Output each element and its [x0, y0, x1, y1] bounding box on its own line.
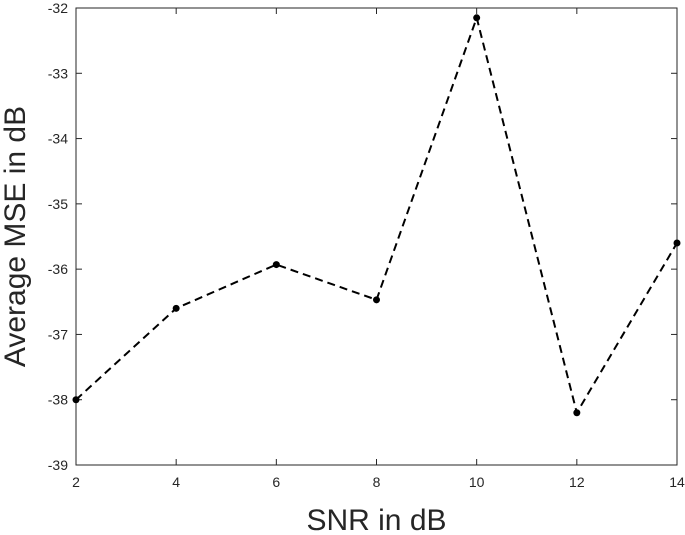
y-tick-label: -33 — [48, 65, 68, 81]
data-point — [272, 261, 280, 269]
ticks-group — [75, 7, 678, 466]
x-tick-label: 6 — [272, 474, 280, 490]
data-point — [673, 239, 681, 247]
tick-labels-group: 2 4 6 8 10 12 14 -32 -33 -34 -35 -36 -37 -38 -39 — [48, 0, 685, 490]
y-tick-label: -34 — [48, 131, 68, 147]
plot-area — [75, 7, 678, 466]
x-tick-label: 12 — [569, 474, 585, 490]
y-tick-label: -38 — [48, 392, 68, 408]
x-tick-label: 10 — [469, 474, 485, 490]
y-tick-label: -39 — [48, 457, 68, 473]
y-tick-label: -35 — [48, 196, 68, 212]
data-point — [172, 304, 180, 312]
y-axis-title: Average MSE in dB — [0, 106, 32, 367]
data-point — [373, 296, 380, 304]
y-tick-label: -37 — [48, 326, 68, 342]
x-tick-label: 2 — [72, 474, 80, 490]
data-point — [473, 14, 481, 22]
data-point — [573, 409, 581, 417]
x-tick-label: 8 — [373, 474, 381, 490]
data-point — [72, 396, 80, 404]
y-tick-label: -36 — [48, 261, 68, 277]
x-axis-title: SNR in dB — [306, 504, 446, 535]
series-group — [72, 14, 681, 417]
x-tick-label: 14 — [669, 474, 685, 490]
y-tick-label: -32 — [48, 0, 68, 16]
x-tick-label: 4 — [172, 474, 180, 490]
